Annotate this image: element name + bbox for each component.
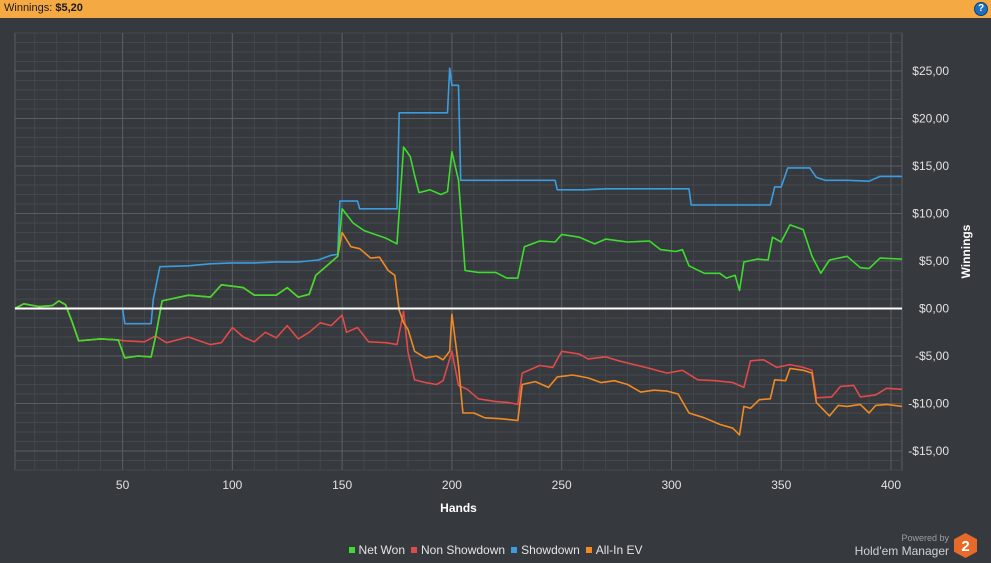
winnings-value: $5,20 [55,2,83,14]
x-tick-label: 350 [771,478,791,492]
y-tick-label: -$5,00 [915,349,949,363]
legend-swatch [348,547,355,553]
y-tick-label: $5,00 [919,254,949,268]
legend-label: Net Won [358,543,405,557]
legend-label: Non Showdown [421,543,506,557]
powered-by-brand: Powered by Hold'em Manager 2 [855,533,977,558]
legend-swatch [411,547,417,553]
powered-by-label: Powered by [901,533,949,543]
winnings-label: Winnings: [4,2,53,14]
y-tick-label: $20,00 [912,112,949,126]
logo-badge-text: 2 [961,538,969,555]
y-tick-label: $0,00 [919,302,949,316]
legend-item-non-showdown[interactable]: Non Showdown [411,543,505,557]
winnings-summary: Winnings: $5,20 [4,2,83,14]
chart-legend: Net Won Non Showdown Showdown All-In EV [0,543,991,557]
legend-swatch [511,547,518,553]
y-axis-title: Winnings [959,224,973,278]
y-tick-label: $25,00 [912,64,949,78]
series-line-non-showdown [14,300,903,406]
winnings-chart: 50 100 150 200 250 300 350 400 $25,00 $20,00 $15,0… [14,32,973,515]
y-tick-label: -$15,00 [908,444,949,458]
brand-name: Hold'em Manager [854,544,949,558]
y-tick-label: -$10,00 [908,397,949,411]
x-tick-label: 400 [881,478,901,492]
series-line-showdown [15,67,902,325]
header-bar: Winnings: $5,20 ? [0,0,991,18]
legend-item-net-won[interactable]: Net Won [348,543,405,557]
legend-item-showdown[interactable]: Showdown [511,543,580,557]
legend-swatch [585,547,592,553]
x-tick-label: 100 [222,478,242,492]
x-tick-label: 50 [116,478,130,492]
x-tick-label: 300 [661,478,681,492]
x-axis-title: Hands [440,501,477,515]
legend-item-all-in-ev[interactable]: All-In EV [585,543,643,557]
holdem-manager-logo-icon: 2 [954,533,977,558]
help-icon[interactable]: ? [974,2,988,16]
x-tick-label: 200 [442,478,462,492]
y-tick-label: $15,00 [912,159,949,173]
legend-label: Showdown [521,543,580,557]
series-line-net-won [14,146,903,359]
y-tick-label: $10,00 [912,207,949,221]
x-tick-label: 150 [332,478,352,492]
x-tick-label: 250 [552,478,572,492]
legend-label: All-In EV [595,543,643,557]
